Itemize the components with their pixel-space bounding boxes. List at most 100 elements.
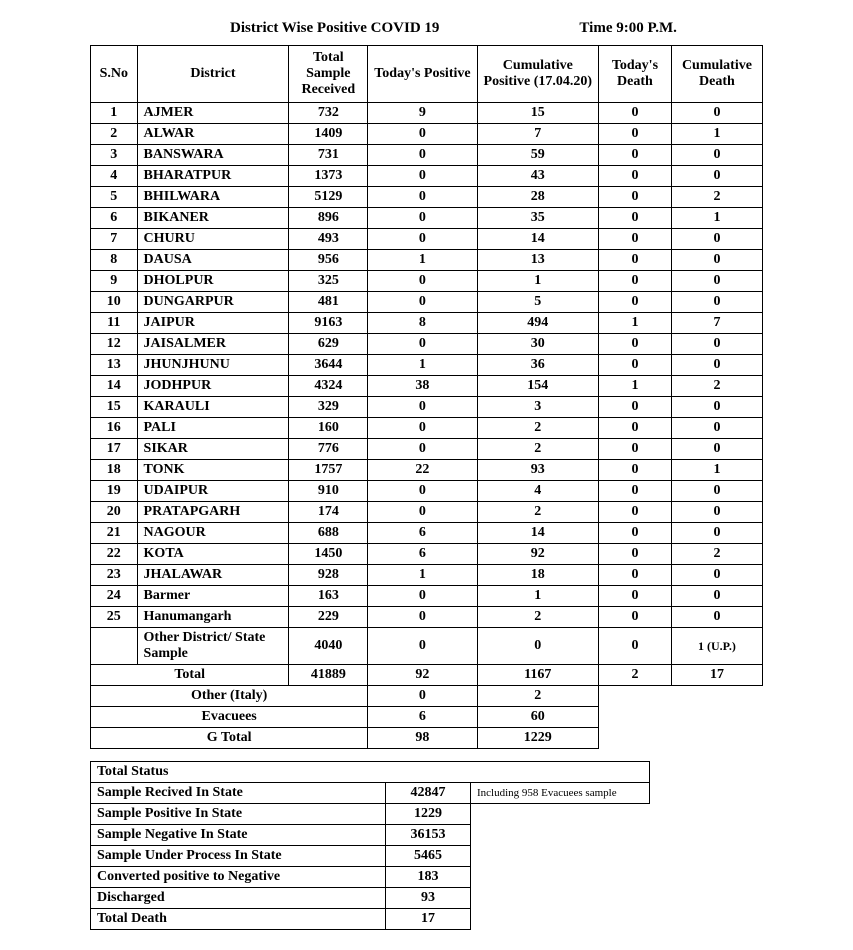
cell-sno: 25 [91, 607, 138, 628]
status-value: 1229 [386, 804, 471, 825]
cell-today-pos: 6 [368, 544, 477, 565]
cell-today-death: 0 [599, 271, 672, 292]
cell-district: BIKANER [137, 208, 289, 229]
cell-district: CHURU [137, 229, 289, 250]
table-row: 20PRATAPGARH1740200 [91, 502, 763, 523]
table-row: 11JAIPUR9163849417 [91, 313, 763, 334]
cell-district: UDAIPUR [137, 481, 289, 502]
summary-row: G Total981229 [91, 728, 763, 749]
cell-district: KOTA [137, 544, 289, 565]
status-label: Converted positive to Negative [91, 867, 386, 888]
status-row: Total Death17 [91, 909, 650, 930]
cell-cum-pos: 2 [477, 439, 598, 460]
cell-sample: 329 [289, 397, 368, 418]
cell-today-pos: 0 [368, 586, 477, 607]
status-label: Discharged [91, 888, 386, 909]
cell-cum-pos: 18 [477, 565, 598, 586]
col-header: Today's Death [599, 46, 672, 103]
cell-cum-death: 0 [671, 418, 762, 439]
cell-district: SIKAR [137, 439, 289, 460]
cell-cum-death: 0 [671, 607, 762, 628]
col-header: Cumulative Death [671, 46, 762, 103]
cell-cum-death: 2 [671, 544, 762, 565]
cell-today-pos: 0 [368, 397, 477, 418]
cell-today-pos: 0 [368, 292, 477, 313]
cell-today-death: 0 [599, 208, 672, 229]
cell-cum-death: 0 [671, 292, 762, 313]
cell-cum-pos: 14 [477, 523, 598, 544]
cell-sample: 9163 [289, 313, 368, 334]
cell-today-death: 0 [599, 292, 672, 313]
col-header: Today's Positive [368, 46, 477, 103]
cell-sno: 15 [91, 397, 138, 418]
cell-cum-pos: 1 [477, 271, 598, 292]
cell-cum-pos: 5 [477, 292, 598, 313]
cell-sample: 928 [289, 565, 368, 586]
cell-cum-pos: 2 [477, 607, 598, 628]
summary-row: Evacuees660 [91, 707, 763, 728]
cell-cum-death: 0 [671, 586, 762, 607]
cell-today-pos: 0 [368, 607, 477, 628]
other-cum-death: 1 (U.P.) [671, 628, 762, 665]
table-row: 3BANSWARA73105900 [91, 145, 763, 166]
cell-cum-pos: 35 [477, 208, 598, 229]
cell-sample: 229 [289, 607, 368, 628]
cell-today-pos: 0 [368, 502, 477, 523]
cell-sno: 24 [91, 586, 138, 607]
cell-sample: 1450 [289, 544, 368, 565]
other-sample: 4040 [289, 628, 368, 665]
district-table: S.No District Total Sample Received Toda… [90, 45, 763, 749]
table-row: 12JAISALMER62903000 [91, 334, 763, 355]
total-cum-death: 17 [671, 665, 762, 686]
cell-cum-death: 0 [671, 103, 762, 124]
summary-row: Other (Italy)02 [91, 686, 763, 707]
cell-cum-death: 0 [671, 145, 762, 166]
table-row: 19UDAIPUR9100400 [91, 481, 763, 502]
cell-sno: 22 [91, 544, 138, 565]
cell-sample: 325 [289, 271, 368, 292]
cell-today-death: 0 [599, 229, 672, 250]
cell-cum-pos: 15 [477, 103, 598, 124]
summary-label: Other (Italy) [91, 686, 368, 707]
other-label: Other District/ State Sample [137, 628, 289, 665]
summary-cum-pos: 1229 [477, 728, 598, 749]
table-row: 23JHALAWAR92811800 [91, 565, 763, 586]
cell-today-pos: 9 [368, 103, 477, 124]
status-note: Including 958 Evacuees sample [471, 783, 650, 804]
cell-district: BANSWARA [137, 145, 289, 166]
cell-today-pos: 1 [368, 565, 477, 586]
cell-cum-pos: 2 [477, 418, 598, 439]
table-row: 6BIKANER89603501 [91, 208, 763, 229]
cell-district: JHUNJHUNU [137, 355, 289, 376]
cell-cum-pos: 154 [477, 376, 598, 397]
cell-today-death: 0 [599, 502, 672, 523]
status-title: Total Status [91, 762, 650, 783]
cell-cum-death: 0 [671, 523, 762, 544]
cell-sample: 4324 [289, 376, 368, 397]
cell-district: JHALAWAR [137, 565, 289, 586]
col-header: S.No [91, 46, 138, 103]
cell-sno: 13 [91, 355, 138, 376]
cell-cum-pos: 1 [477, 586, 598, 607]
cell-sno: 6 [91, 208, 138, 229]
status-row: Converted positive to Negative183 [91, 867, 650, 888]
status-label: Sample Under Process In State [91, 846, 386, 867]
cell-today-pos: 0 [368, 439, 477, 460]
status-value: 5465 [386, 846, 471, 867]
cell-district: BHARATPUR [137, 166, 289, 187]
total-today-death: 2 [599, 665, 672, 686]
cell-sno: 7 [91, 229, 138, 250]
table-row: 17SIKAR7760200 [91, 439, 763, 460]
cell-district: JODHPUR [137, 376, 289, 397]
cell-today-death: 0 [599, 124, 672, 145]
cell-district: JAIPUR [137, 313, 289, 334]
status-row: Discharged93 [91, 888, 650, 909]
cell-today-death: 0 [599, 103, 672, 124]
cell-today-pos: 6 [368, 523, 477, 544]
cell-sno: 10 [91, 292, 138, 313]
cell-district: BHILWARA [137, 187, 289, 208]
cell-cum-pos: 36 [477, 355, 598, 376]
total-sample: 41889 [289, 665, 368, 686]
cell-district: PRATAPGARH [137, 502, 289, 523]
cell-today-pos: 38 [368, 376, 477, 397]
